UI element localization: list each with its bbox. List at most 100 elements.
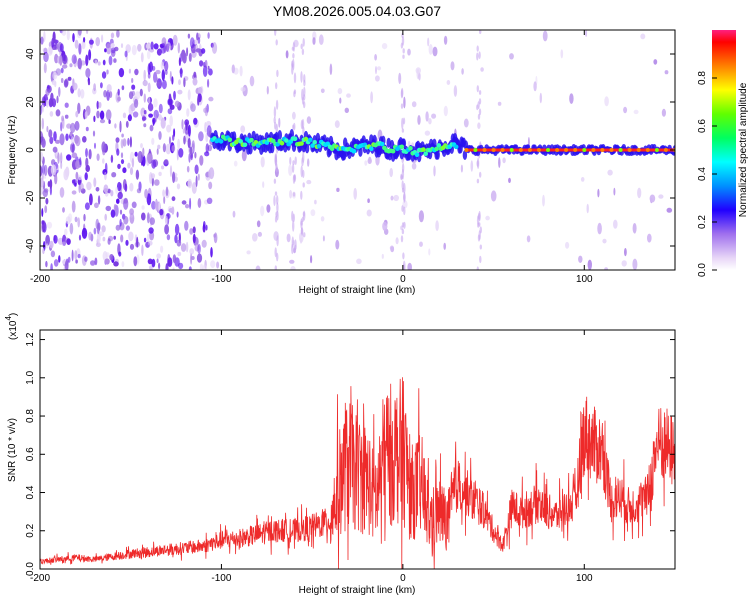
spectrogram-noise-blob (146, 193, 152, 206)
spectrogram-noise-blob (207, 78, 210, 88)
spectrogram-noise-blob (356, 258, 362, 265)
spectrogram-noise-blob (184, 119, 190, 127)
spectrogram-noise-blob (189, 228, 194, 235)
spectrogram-noise-blob (63, 79, 69, 88)
spectrogram-streak (478, 90, 482, 95)
spectrogram-streak (275, 166, 279, 173)
spectrogram-noise-blob (119, 209, 123, 215)
spectrogram-noise-blob (171, 196, 176, 202)
spectrogram-noise-blob (65, 133, 69, 141)
spectrogram-noise-blob (71, 54, 77, 64)
spectrogram-noise-blob (542, 30, 548, 42)
spectrogram-noise-blob (395, 237, 399, 245)
spectrogram-noise-blob (63, 54, 66, 62)
spectrogram-streak (476, 85, 479, 93)
spectrogram-noise-blob (69, 63, 73, 68)
spectrogram-noise-blob (197, 37, 201, 44)
spectrogram-noise-blob (632, 223, 637, 234)
spectrogram-noise-blob (111, 172, 117, 178)
spectrogram-noise-blob (47, 46, 53, 56)
spectrogram-noise-blob (344, 107, 349, 114)
y-tick-label: 40 (25, 48, 36, 60)
spectrogram-noise-blob (96, 100, 99, 110)
spectrogram-noise-blob (41, 208, 44, 217)
spectrogram-noise-blob (74, 39, 79, 49)
spectrogram-noise-blob (184, 220, 189, 231)
spectrogram-noise-blob (166, 124, 172, 133)
spectrogram-noise-blob (123, 198, 129, 210)
spectrogram-noise-blob (300, 237, 302, 244)
spectrogram-streak (292, 192, 296, 197)
spectrogram-noise-blob (63, 168, 69, 181)
spectrogram-noise-blob (57, 152, 60, 164)
snr-panel: -200 -100 0 100 0.0 0.2 0.4 0.6 0.8 1.0 1.2 Heigh… (4, 313, 676, 596)
spectrogram-noise-blob (460, 164, 463, 173)
snr-series (40, 377, 675, 569)
spectrogram-noise-blob (424, 130, 431, 136)
spectrogram-noise-blob (104, 171, 107, 181)
spectrogram-noise-blob (142, 147, 145, 158)
spectrogram-noise-blob (144, 188, 149, 199)
spectrogram-noise-blob (502, 157, 506, 164)
snr-scale-label: (x104) (4, 313, 19, 340)
ridge-core-dot (299, 141, 304, 146)
spectrogram-noise-blob (61, 64, 68, 69)
spectrogram-noise-blob (121, 85, 125, 91)
ridge-core-dot (249, 137, 254, 143)
spectrogram-noise-blob (178, 79, 181, 86)
spectrogram-noise-blob (470, 160, 474, 172)
spectrogram-noise-blob (204, 59, 208, 68)
colorbar-tick-label: 0.8 (697, 71, 708, 85)
spectrogram-noise-blob (417, 115, 421, 125)
spectrogram-noise-blob (149, 265, 153, 270)
snr-x-label: Height of straight line (km) (299, 585, 416, 596)
spectrogram-streak (293, 247, 296, 254)
spectrogram-noise-blob (174, 176, 178, 182)
y-tick-label: 0.4 (25, 485, 36, 499)
spectrogram-noise-blob (40, 131, 44, 143)
spectrogram-noise-blob (185, 241, 189, 253)
spectrogram-noise-blob (208, 96, 214, 102)
spectrogram-noise-blob (46, 221, 53, 229)
spectrogram-noise-blob (508, 177, 511, 183)
spectrogram-noise-blob (210, 247, 213, 258)
spectrogram-noise-blob (158, 171, 162, 177)
spectrogram-noise-blob (114, 46, 119, 52)
spectrogram-noise-blob (62, 207, 65, 213)
spectrogram-noise-blob (50, 250, 56, 258)
spectrogram-noise-blob (105, 109, 112, 121)
spectrogram-noise-blob (64, 228, 68, 236)
spectrogram-noise-blob (97, 61, 101, 66)
spectrogram-noise-blob (41, 117, 44, 130)
spectrogram-noise-blob (411, 101, 417, 108)
spectrogram-streak (478, 108, 482, 116)
spectrogram-noise-blob (205, 224, 208, 231)
spectrogram-streak (479, 171, 482, 178)
ridge-core-dot (423, 151, 429, 157)
spectrogram-noise-blob (120, 43, 124, 48)
spectrogram-noise-blob (621, 260, 627, 267)
spectrogram-noise-blob (613, 219, 618, 229)
spectrogram-noise-blob (42, 47, 48, 53)
spectrogram-noise-blob (96, 110, 100, 119)
spectrogram-noise-blob (137, 151, 143, 163)
spectrogram-noise-blob (189, 248, 195, 255)
spectrogram-noise-blob (127, 114, 132, 122)
spectrogram-noise-blob (75, 111, 79, 118)
ridge-core-dot (369, 146, 374, 151)
spectrogram-noise-blob (74, 120, 80, 131)
spectrogram-noise-blob (178, 262, 184, 270)
spectrogram-noise-blob (129, 182, 134, 192)
spectrogram-noise-blob (88, 49, 92, 61)
spectrogram-noise-blob (95, 187, 100, 192)
ridge-peak-dot (654, 148, 659, 152)
spectrogram-noise-blob (306, 116, 312, 124)
spectrogram-noise-blob (381, 43, 388, 50)
spectrogram-noise-blob (189, 146, 193, 155)
ridge-peak-dot (482, 148, 487, 152)
spectrogram-noise-blob (143, 110, 147, 115)
spectrogram-noise-blob (94, 257, 98, 266)
spectrogram-streak (293, 174, 297, 183)
spectrogram-noise-blob (197, 173, 200, 181)
spectrogram-noise-blob (260, 156, 265, 168)
